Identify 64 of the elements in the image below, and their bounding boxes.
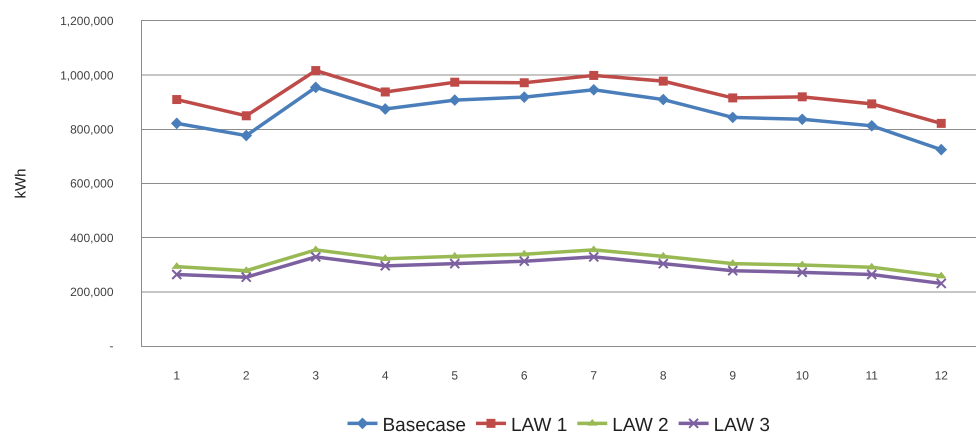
point (240, 272, 252, 283)
point (796, 266, 808, 278)
point (311, 66, 320, 76)
point (379, 103, 392, 115)
point (589, 70, 598, 80)
point (866, 269, 878, 280)
x-tick-label: 3 (312, 368, 320, 382)
point (448, 94, 461, 106)
point (380, 254, 390, 262)
point (380, 87, 390, 96)
y-tick-label: 1,200,000 (60, 14, 114, 28)
point (588, 84, 600, 96)
point (866, 120, 878, 132)
x-tick-label: 8 (660, 368, 667, 382)
point (727, 265, 738, 276)
point (240, 130, 252, 142)
y-tick-label: 600,000 (70, 176, 114, 191)
point (172, 95, 182, 104)
point (242, 111, 251, 120)
y-axis-title: kWh (12, 168, 30, 198)
x-tick-label: 10 (796, 368, 810, 382)
x-tick-label: 1 (173, 368, 180, 382)
legend-label: Basecase (382, 414, 466, 436)
point (380, 260, 391, 272)
point (658, 252, 668, 259)
point (520, 78, 529, 88)
y-tick-label: 800,000 (70, 122, 114, 137)
point (658, 76, 668, 86)
legend-label: LAW 1 (510, 414, 568, 436)
point (867, 99, 876, 108)
x-tick-label: 11 (866, 368, 878, 382)
point (588, 251, 600, 262)
point (936, 278, 947, 289)
point (726, 112, 739, 124)
x-tick-label: 6 (520, 368, 528, 382)
point (310, 251, 322, 262)
y-tick-label: - (110, 339, 114, 354)
point (449, 258, 460, 270)
legend-label: LAW 2 (612, 414, 669, 436)
point (170, 118, 183, 130)
x-tick-label: 12 (934, 368, 948, 382)
point (935, 144, 948, 156)
point (310, 82, 322, 94)
point (588, 245, 599, 252)
point (518, 91, 530, 103)
point (657, 94, 670, 106)
point (936, 118, 946, 128)
point (518, 256, 530, 267)
y-tick-label: 400,000 (70, 230, 114, 245)
point (796, 113, 808, 126)
point (658, 258, 669, 270)
y-tick-label: 200,000 (70, 285, 114, 300)
point (450, 252, 460, 259)
x-tick-label: 2 (242, 368, 250, 382)
x-tick-label: 5 (451, 368, 458, 382)
point (450, 78, 460, 87)
y-tick-label: 1,000,000 (60, 68, 114, 82)
point (798, 92, 807, 102)
x-tick-label: 9 (729, 368, 736, 382)
legend-label: LAW 3 (714, 414, 770, 436)
x-tick-label: 7 (590, 368, 598, 382)
point (728, 93, 738, 102)
x-tick-label: 4 (382, 368, 389, 382)
point (171, 269, 182, 280)
